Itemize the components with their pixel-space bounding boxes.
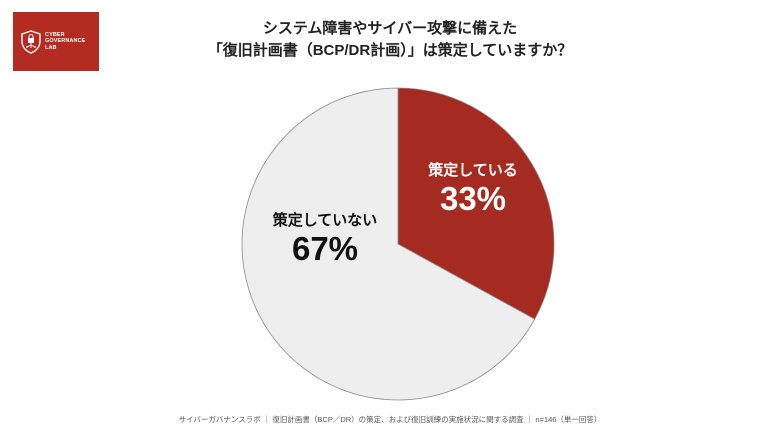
pie-slice-established (397, 87, 555, 320)
cyber-governance-lab-logo: CYBER GOVERNANCE LAB (13, 12, 99, 71)
pie-slice-not-established (241, 87, 536, 401)
source-footnote: サイバーガバナンスラボ ｜ 復旧計画書（BCP／DR）の策定、および復旧訓練の実… (178, 415, 602, 424)
slice-category: 策定している (428, 162, 518, 179)
logo-line: GOVERNANCE (45, 38, 86, 45)
slice-percent: 67% (291, 230, 359, 267)
chart-title: システム障害やサイバー攻撃に備えた 「復旧計画書（BCP/DR計画）」は策定して… (0, 18, 780, 62)
slice-category: 策定していない (272, 212, 378, 229)
shield-lock-icon (21, 29, 41, 54)
slice-label-not-established: 策定していない 67% (255, 212, 395, 268)
logo-line: LAB (45, 44, 57, 51)
title-line-1: システム障害やサイバー攻撃に備えた (262, 20, 518, 37)
slice-label-established: 策定している 33% (403, 162, 543, 218)
slice-percent: 33% (439, 180, 507, 217)
logo-text: CYBER GOVERNANCE LAB (45, 32, 85, 52)
logo-line: CYBER (45, 31, 65, 38)
title-line-2: 「復旧計画書（BCP/DR計画）」は策定していますか？ (207, 42, 573, 59)
